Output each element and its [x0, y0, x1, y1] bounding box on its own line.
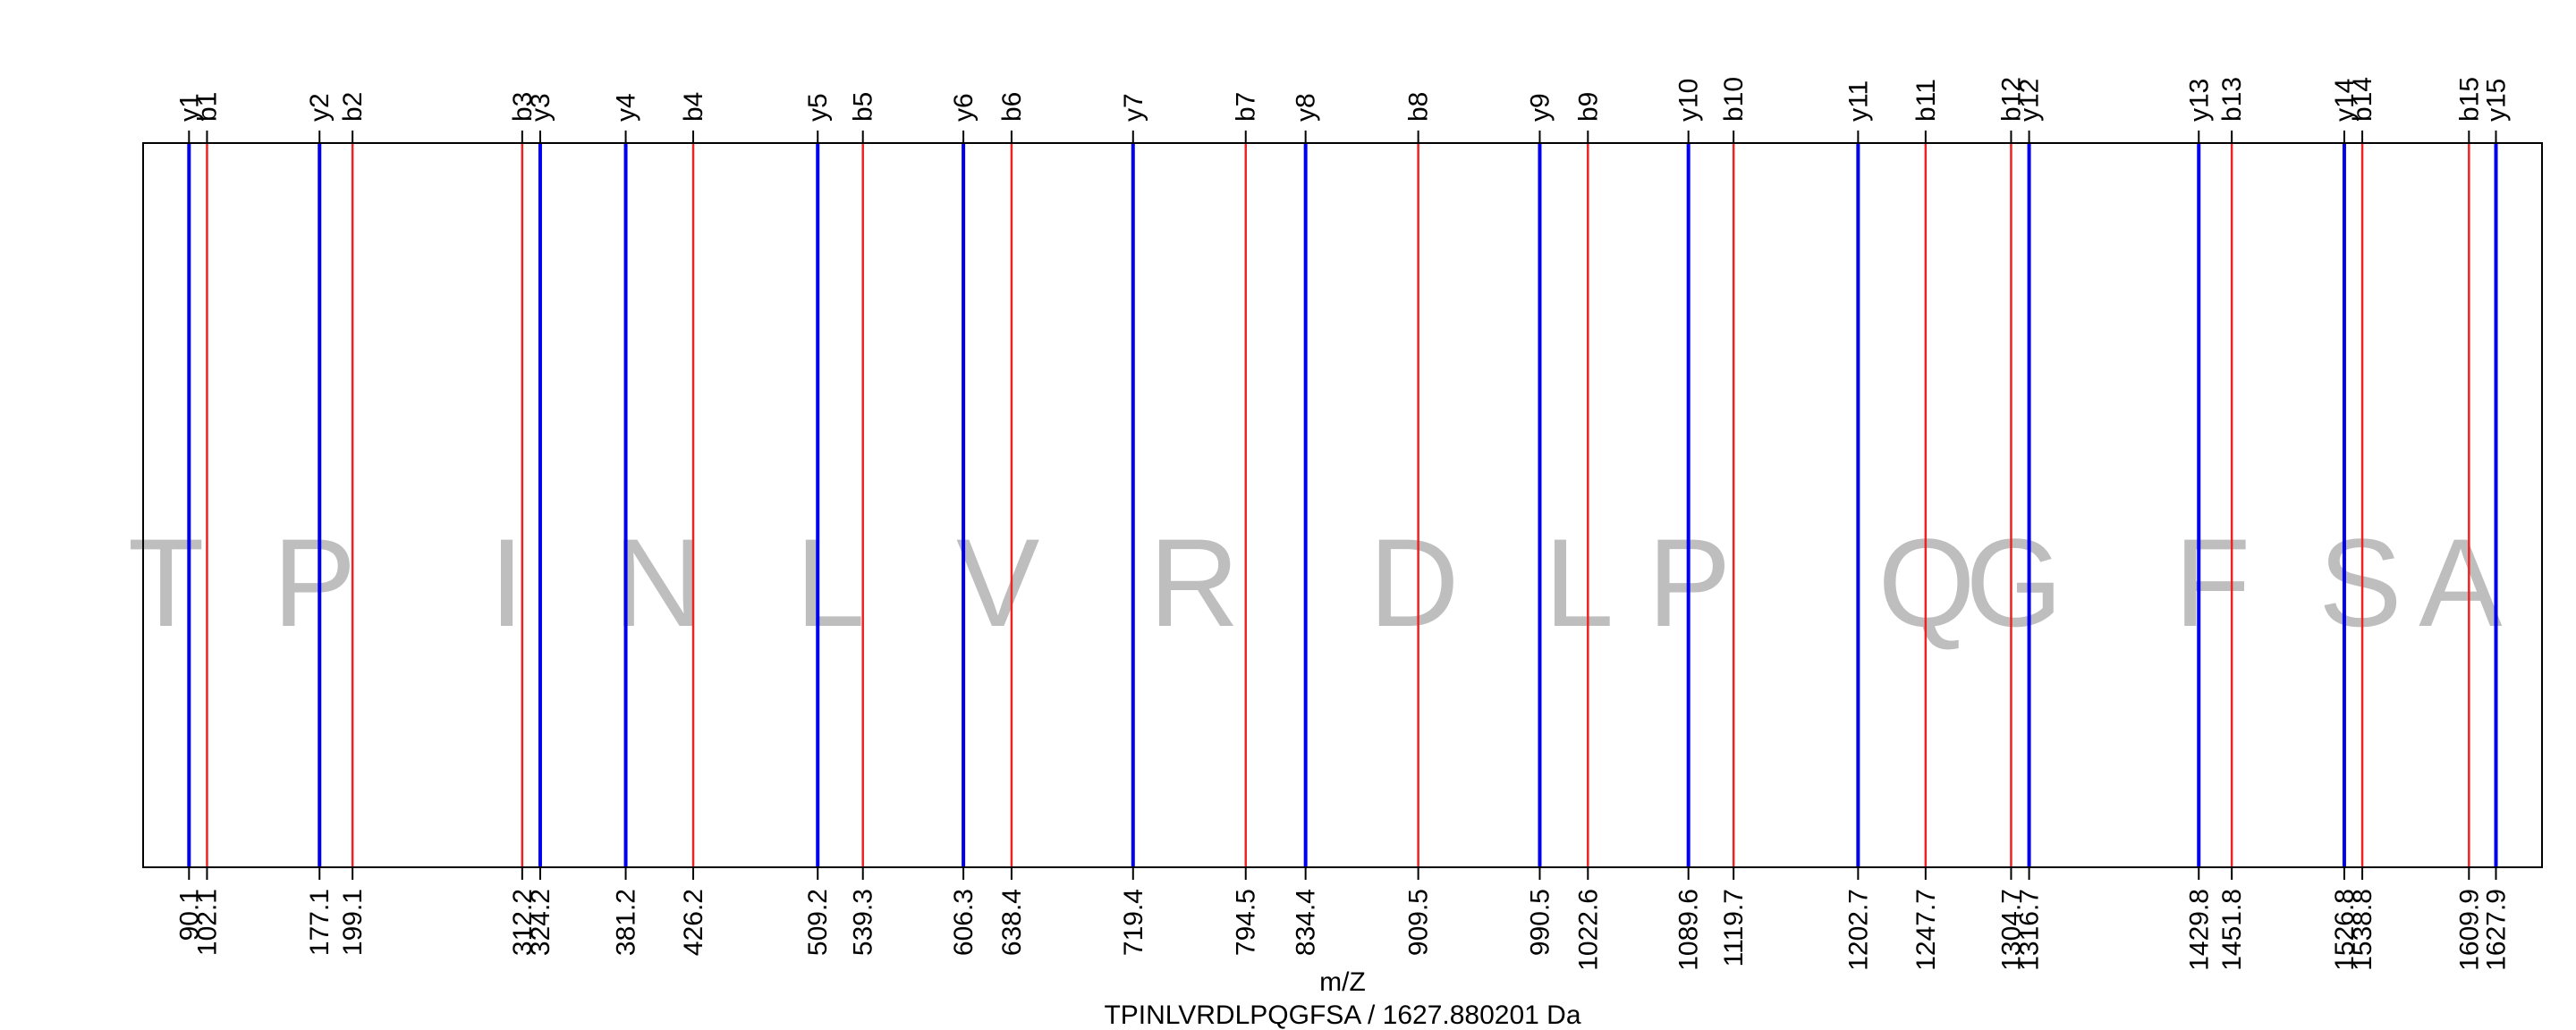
- residue-letter-8: D: [1368, 512, 1459, 653]
- residue-letter-13: F: [2174, 512, 2251, 653]
- chart-title: TPINLVRDLPQGFSA / 1627.880201 Da: [1104, 1000, 1580, 1030]
- ion-label-y6: y6: [949, 93, 979, 122]
- top-axis-ticks: y1 y2 y3 y4 y5 y6 y7 y8 y9 y10 y11 y12 y13 y14 y15 b1 b2…: [174, 77, 2512, 143]
- ion-label-y3: y3: [526, 93, 555, 122]
- ion-label-y11: y11: [1843, 80, 1873, 122]
- ion-label-b4: b4: [679, 92, 708, 122]
- mz-label-b7: 794.5: [1232, 889, 1261, 956]
- residue-letter-1: T: [128, 512, 205, 653]
- ion-label-b7: b7: [1232, 92, 1261, 122]
- ion-label-b11: b11: [1911, 79, 1941, 122]
- mz-label-y14: 1526.8: [2330, 889, 2360, 971]
- ion-label-b6: b6: [997, 92, 1027, 122]
- ion-label-y12: y12: [2015, 79, 2045, 122]
- residue-letter-6: V: [956, 512, 1039, 653]
- ion-label-b5: b5: [849, 92, 878, 122]
- mz-label-y9: 990.5: [1525, 889, 1555, 956]
- residue-letter-4: N: [614, 512, 704, 653]
- ion-label-b2: b2: [338, 92, 368, 122]
- mz-label-y8: 834.4: [1292, 889, 1321, 956]
- ion-label-b15: b15: [2454, 77, 2484, 122]
- ion-label-y14: y14: [2330, 79, 2360, 122]
- residue-letter-2: P: [273, 512, 356, 653]
- residue-letter-9: L: [1544, 512, 1614, 653]
- ion-label-y4: y4: [612, 93, 641, 122]
- ion-label-b9: b9: [1573, 92, 1603, 122]
- ion-label-y7: y7: [1119, 93, 1148, 122]
- mz-label-b11: 1247.7: [1911, 889, 1941, 971]
- mz-label-y6: 606.3: [949, 889, 979, 956]
- mz-label-y1: 90.1: [174, 889, 204, 941]
- residue-letter-7: R: [1148, 512, 1239, 653]
- mz-label-b9: 1022.6: [1573, 889, 1603, 971]
- ion-label-b3: b3: [508, 92, 538, 122]
- mz-label-b3: 312.2: [508, 889, 538, 956]
- ion-label-y15: y15: [2482, 79, 2512, 122]
- x-axis-label: m/Z: [1319, 967, 1366, 997]
- ion-label-y1: y1: [174, 93, 204, 122]
- mz-label-y10: 1089.6: [1674, 889, 1704, 971]
- ion-label-y8: y8: [1292, 93, 1321, 122]
- ion-label-b14: b14: [2348, 77, 2377, 122]
- ion-label-y5: y5: [803, 93, 833, 122]
- ion-label-y13: y13: [2184, 79, 2214, 122]
- residue-letter-15: A: [2419, 512, 2503, 653]
- mz-label-y15: 1627.9: [2482, 889, 2512, 971]
- mz-label-y13: 1429.8: [2184, 889, 2214, 971]
- mz-label-b2: 199.1: [338, 889, 368, 956]
- mz-label-b1: 102.1: [192, 889, 222, 956]
- mz-label-y4: 381.2: [612, 889, 641, 956]
- mz-label-y5: 509.2: [803, 889, 833, 956]
- residue-letter-3: I: [489, 512, 524, 653]
- ion-label-y10: y10: [1674, 79, 1704, 122]
- mz-label-b15: 1609.9: [2454, 889, 2484, 971]
- ion-lines: [187, 143, 2498, 867]
- ion-label-b1: b1: [192, 92, 222, 122]
- mz-label-y12: 1316.7: [2015, 889, 2045, 971]
- bottom-axis-ticks: 90.1 177.1 324.2 381.2 509.2 606.3 719.4 834.4 9…: [174, 867, 2512, 971]
- residue-letter-5: L: [795, 512, 865, 653]
- mz-label-b6: 638.4: [997, 889, 1027, 956]
- residue-letter-14: S: [2318, 512, 2402, 653]
- mz-label-b4: 426.2: [679, 889, 708, 956]
- residue-letter-12: G: [1965, 512, 2063, 653]
- ion-label-y2: y2: [305, 93, 335, 122]
- mz-label-y7: 719.4: [1119, 889, 1148, 956]
- mz-label-y3: 324.2: [526, 889, 555, 956]
- ion-label-b13: b13: [2217, 77, 2247, 122]
- residue-letters: T P I N L V R D L P QG F S A: [128, 512, 2503, 653]
- mz-label-b13: 1451.8: [2217, 889, 2247, 971]
- ion-label-b10: b10: [1719, 77, 1749, 122]
- mz-label-b8: 909.5: [1404, 889, 1434, 956]
- mz-label-b12: 1304.7: [1996, 889, 2026, 971]
- mz-label-b5: 539.3: [849, 889, 878, 956]
- ion-label-b8: b8: [1404, 92, 1434, 122]
- mz-label-b14: 1538.8: [2348, 889, 2377, 971]
- ion-label-b12: b12: [1996, 77, 2026, 122]
- ion-label-y9: y9: [1525, 93, 1555, 122]
- mz-label-y2: 177.1: [305, 889, 335, 956]
- mz-label-y11: 1202.7: [1843, 889, 1873, 971]
- plot-frame: [142, 142, 2543, 868]
- mz-label-b10: 1119.7: [1719, 889, 1749, 967]
